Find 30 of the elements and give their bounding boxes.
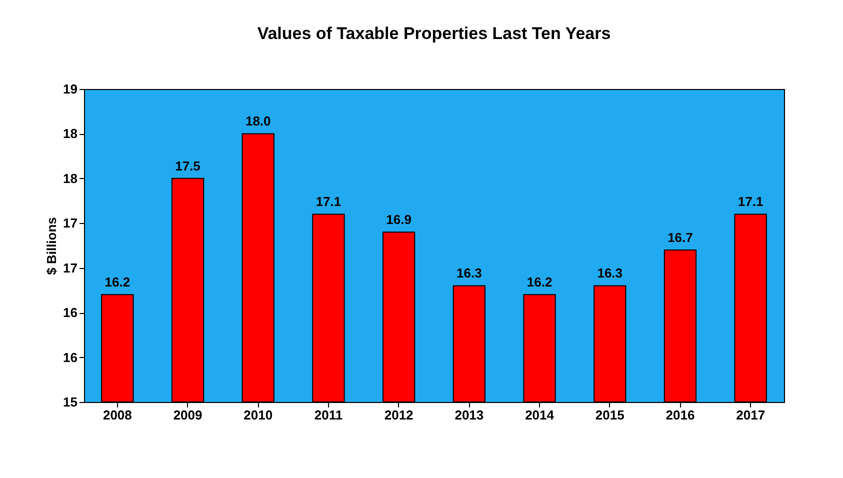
x-tick-label: 2013 [454,408,484,422]
data-label: 16.2 [526,274,552,290]
x-tick-label: 2015 [595,408,624,422]
x-tick-label: 2011 [314,408,343,422]
x-tick-label: 2012 [384,408,414,422]
x-tick-label: 2017 [736,408,766,422]
x-tick-label: 2009 [173,408,202,422]
x-tick-label: 2014 [525,408,555,422]
y-tick-label: 18 [63,170,78,186]
y-tick-label: 18 [63,126,78,142]
x-tick-label: 2010 [244,408,273,422]
data-label: 18.0 [245,114,271,129]
y-tick-label: 17 [63,260,78,276]
y-tick-label: 17 [63,216,78,231]
y-axis-title: $ Billions [44,217,60,275]
data-label: 16.7 [668,230,693,245]
y-tick-label: 19 [63,82,78,96]
data-label: 16.3 [597,266,623,281]
data-label: 17.1 [738,194,764,210]
chart-title: Values of Taxable Properties Last Ten Years [257,24,611,43]
data-label: 16.9 [386,212,412,228]
y-tick-label: 16 [63,350,78,365]
data-label: 16.3 [456,266,482,281]
y-tick-label: 16 [63,305,78,320]
data-label: 17.5 [175,158,200,174]
data-label: 17.1 [316,194,342,210]
y-tick-label: 15 [63,394,78,410]
data-label: 16.2 [104,274,130,290]
x-tick-label: 2008 [102,408,132,422]
x-tick-label: 2016 [666,408,695,422]
